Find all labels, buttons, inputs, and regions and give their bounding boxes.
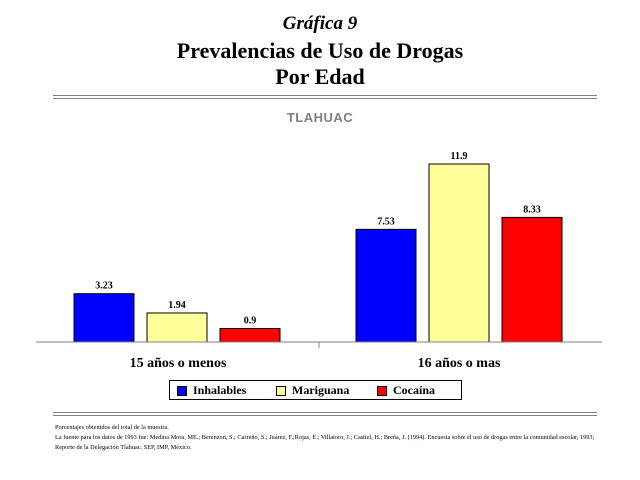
value-label-cocaina-1: 8.33 <box>523 204 541 215</box>
notes-line-1: Porcentajes obtenidos del total de la mu… <box>55 424 169 431</box>
legend-swatch-mariguana <box>276 385 286 396</box>
legend-label-inhalables: Inhalables <box>193 383 247 397</box>
bar-mariguana-1 <box>428 163 490 343</box>
legend-item-mariguana: Mariguana <box>276 383 349 398</box>
chart-subtitle: TLAHUAC <box>286 110 354 125</box>
bar-mariguana-0 <box>146 312 208 343</box>
chart-kicker: Gráfica 9 <box>282 13 358 34</box>
value-label-mariguana-0: 1.94 <box>168 300 186 311</box>
legend-item-inhalables: Inhalables <box>177 383 246 398</box>
legend: Inhalables Mariguana Cocaína <box>169 380 462 400</box>
category-label-16-or-more: 16 años o mas <box>418 356 501 371</box>
notes-divider-top <box>53 412 597 413</box>
category-label-15-or-less: 15 años o menos <box>130 356 227 371</box>
title-line-2: Por Edad <box>275 64 365 89</box>
notes-line-2: La fuente para los datos de 1993 fue: Me… <box>55 434 595 451</box>
value-label-cocaina-0: 0.9 <box>244 316 257 327</box>
value-label-mariguana-1: 11.9 <box>451 151 468 162</box>
chart-title: Prevalencias de Uso de Drogas Por Edad <box>0 38 640 90</box>
legend-swatch-inhalables <box>177 385 187 396</box>
title-divider-top <box>53 95 597 96</box>
legend-label-mariguana: Mariguana <box>292 383 350 397</box>
title-divider-bottom <box>53 98 597 99</box>
value-label-inhalables-0: 3.23 <box>95 281 113 292</box>
legend-label-cocaina: Cocaína <box>393 383 435 397</box>
bar-cocaina-0 <box>219 328 281 343</box>
notes-divider-bottom <box>53 415 597 416</box>
source-notes: Porcentajes obtenidos del total de la mu… <box>55 423 600 453</box>
legend-item-cocaina: Cocaína <box>377 383 435 398</box>
bars-group: 3.23 7.53 1.94 11.9 0.9 8.33 <box>73 151 563 343</box>
bar-inhalables-0 <box>73 293 135 343</box>
legend-swatch-cocaina <box>377 385 387 396</box>
value-label-inhalables-1: 7.53 <box>377 216 395 227</box>
bar-inhalables-1 <box>355 228 417 343</box>
bar-cocaina-1 <box>501 216 563 343</box>
title-line-1: Prevalencias de Uso de Drogas <box>176 38 464 63</box>
